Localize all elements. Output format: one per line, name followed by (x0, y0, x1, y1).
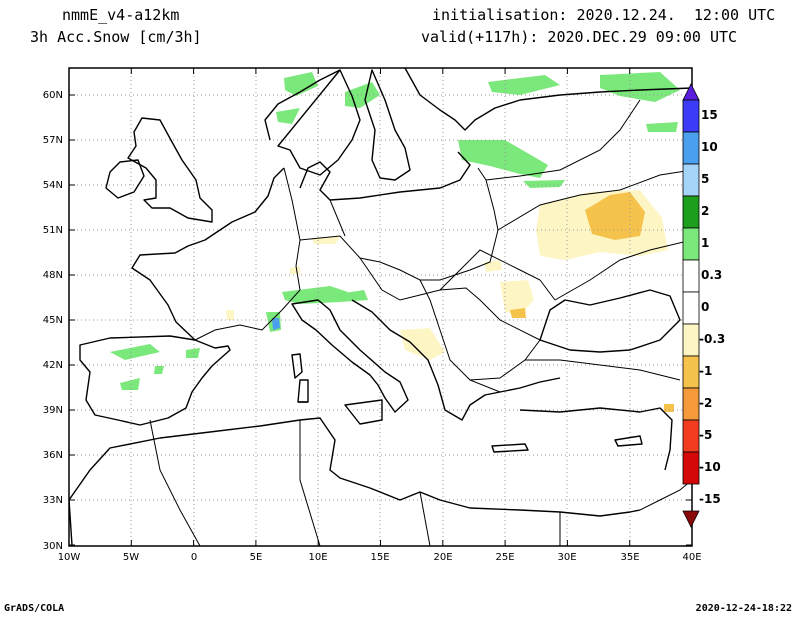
model-title: nmmE_v4-a12km (62, 6, 180, 24)
lat-label: 30N (43, 541, 63, 552)
colorbar-label: 15 (701, 108, 718, 122)
colorbar-label: -10 (699, 460, 721, 474)
colorbar-box (682, 291, 700, 325)
variable-title: 3h Acc.Snow [cm/3h] (30, 28, 202, 46)
colorbar-label: -1 (699, 364, 712, 378)
lat-label: 33N (43, 495, 63, 506)
colorbar-label: -5 (699, 428, 712, 442)
lat-label: 48N (43, 270, 63, 281)
lon-label: 30E (557, 552, 576, 563)
colorbar: 15 10 5 2 1 0.3 0 -0.3 -1 -2 -5 -10 -15 (682, 83, 725, 528)
coastlines (69, 68, 692, 546)
lon-label: 0 (191, 552, 197, 563)
lat-label: 60N (43, 90, 63, 101)
lon-label: 20E (433, 552, 452, 563)
lon-label: 10E (308, 552, 327, 563)
colorbar-box (682, 131, 700, 165)
colorbar-box (682, 99, 700, 133)
colorbar-bottom-arrow (682, 510, 700, 528)
lat-label: 57N (43, 135, 63, 146)
colorbar-box (682, 355, 700, 389)
lat-label: 42N (43, 360, 63, 371)
lon-label: 5E (250, 552, 263, 563)
colorbar-box (682, 323, 700, 357)
colorbar-box (682, 195, 700, 229)
colorbar-label: 10 (701, 140, 718, 154)
footer-timestamp: 2020-12-24-18:22 (695, 603, 792, 614)
snow-green-fields (110, 72, 680, 390)
colorbar-box (682, 451, 700, 485)
colorbar-label: -0.3 (699, 332, 725, 346)
valid-time: valid(+117h): 2020.DEC.29 09:00 UTC (421, 28, 738, 46)
colorbar-box (682, 419, 700, 453)
lat-label: 39N (43, 405, 63, 416)
colorbar-label: 0 (701, 300, 709, 314)
lat-label: 45N (43, 315, 63, 326)
lon-label: 5W (123, 552, 139, 563)
lon-label: 25E (495, 552, 514, 563)
colorbar-label: -2 (699, 396, 712, 410)
lat-labels: 60N 57N 54N 51N 48N 45N 42N 39N 36N 33N … (43, 90, 63, 552)
country-borders (149, 99, 692, 546)
lon-labels: 10W 5W 0 5E 10E 15E 20E 25E 30E 35E 40E (58, 552, 702, 563)
lat-label: 54N (43, 180, 63, 191)
colorbar-box (682, 259, 700, 293)
colorbar-box (682, 387, 700, 421)
colorbar-box (682, 227, 700, 261)
colorbar-label: 0.3 (701, 268, 722, 282)
lon-label: 15E (370, 552, 389, 563)
colorbar-top-arrow (682, 83, 700, 101)
colorbar-label: 2 (701, 204, 709, 218)
lon-label: 10W (58, 552, 81, 563)
colorbar-label: -15 (699, 492, 721, 506)
colorbar-label: 1 (701, 236, 709, 250)
lon-label: 40E (682, 552, 701, 563)
footer-software: GrADS/COLA (4, 603, 65, 614)
init-time: initialisation: 2020.12.24. 12:00 UTC (432, 6, 776, 24)
lat-label: 51N (43, 225, 63, 236)
colorbar-box (682, 163, 700, 197)
lon-label: 35E (620, 552, 639, 563)
map-area (69, 68, 692, 546)
colorbar-label: 5 (701, 172, 709, 186)
lat-label: 36N (43, 450, 63, 461)
